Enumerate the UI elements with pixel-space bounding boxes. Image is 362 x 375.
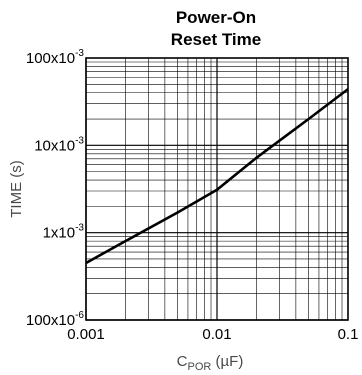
x-axis-label: CPOR (µF) — [177, 353, 244, 373]
x-axis-label-sub: POR — [188, 361, 212, 373]
x-tick-labels: 0.001 0.01 0.1 — [67, 326, 358, 343]
x-tick-label: 0.001 — [67, 326, 105, 343]
series-line — [85, 88, 349, 265]
x-tick-label: 0.01 — [202, 326, 231, 343]
x-axis-label-unit: (µF) — [211, 353, 243, 370]
y-tick-label: 100x10-6 — [26, 310, 85, 329]
x-tick-label: 0.1 — [338, 326, 359, 343]
grid — [85, 58, 348, 321]
y-tick-label: 10x10-3 — [34, 135, 84, 154]
y-tick-label: 100x10-3 — [26, 48, 85, 67]
y-tick-label: 1x10-3 — [43, 223, 85, 242]
y-tick-labels: 100x10-6 1x10-3 10x10-3 100x10-3 — [26, 48, 85, 329]
chart-title-line2: Reset Time — [171, 30, 261, 49]
x-axis-label-main: C — [177, 353, 188, 370]
y-axis-label: TIME (s) — [8, 160, 25, 218]
plot-frame — [85, 57, 349, 321]
chart-title-line1: Power-On — [176, 8, 256, 27]
